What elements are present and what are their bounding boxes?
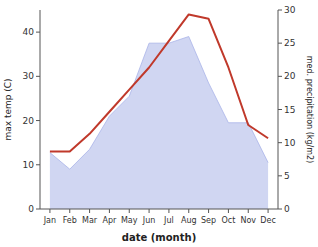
x-tick-label: May: [121, 216, 138, 225]
x-tick-label: Apr: [102, 216, 117, 225]
y2-tick: [278, 142, 282, 143]
x-tick-label: Mar: [82, 216, 98, 225]
y-tick-label: 40: [23, 27, 35, 37]
x-tick: [188, 209, 189, 213]
x-tick: [268, 209, 269, 213]
y2-tick-label: 20: [284, 71, 296, 81]
area-outline: [50, 37, 268, 170]
y2-tick-label: 30: [284, 5, 296, 15]
x-tick: [109, 209, 110, 213]
x-tick: [208, 209, 209, 213]
chart: 0 10 20 30 40 0 5 10 15 20 25 30 Jan Feb Mar Apr May Jun J…: [0, 0, 318, 247]
y-tick-label: 30: [23, 71, 35, 81]
y-tick-label: 10: [23, 160, 35, 170]
y-tick-label: 20: [23, 116, 35, 126]
x-tick: [69, 209, 70, 213]
y2-tick: [278, 10, 282, 11]
y-tick: [36, 76, 40, 77]
y2-tick: [278, 109, 282, 110]
x-tick: [228, 209, 229, 213]
temperature-line: [50, 14, 268, 151]
x-axis-line: [40, 209, 278, 210]
y-axis-title: max temp (C): [3, 78, 13, 140]
x-tick-label: Jan: [43, 216, 56, 225]
precipitation-area: [50, 37, 268, 209]
x-tick-label: Nov: [240, 216, 256, 225]
y2-tick-label: 15: [284, 105, 295, 115]
y2-tick-label: 25: [284, 38, 295, 48]
y2-tick-label: 10: [284, 138, 296, 148]
y-tick: [36, 209, 40, 210]
y2-tick: [278, 43, 282, 44]
marks: [50, 14, 268, 209]
x-tick-label: Feb: [63, 216, 77, 225]
y2-tick: [278, 175, 282, 176]
y-tick: [36, 164, 40, 165]
y2-tick: [278, 209, 282, 210]
x-axis-title: date (month): [122, 232, 196, 243]
x-tick: [129, 209, 130, 213]
y2-tick-label: 0: [284, 204, 290, 214]
y-axis-line: [40, 10, 41, 209]
y-tick: [36, 32, 40, 33]
y-tick: [36, 120, 40, 121]
x-tick-label: Jun: [142, 216, 156, 225]
y2-tick-label: 5: [284, 171, 290, 181]
x-tick: [168, 209, 169, 213]
chart-container: 0 10 20 30 40 0 5 10 15 20 25 30 Jan Feb Mar Apr May Jun J…: [0, 0, 318, 247]
y-tick-label: 0: [28, 204, 34, 214]
x-tick: [149, 209, 150, 213]
x-tick-label: Jul: [163, 216, 174, 225]
x-tick: [89, 209, 90, 213]
x-tick: [49, 209, 50, 213]
x-tick-label: Oct: [221, 216, 235, 225]
y2-axis-title: med. precipitation (kg/m2): [305, 56, 314, 163]
x-tick-label: Aug: [181, 216, 197, 225]
x-tick-label: Dec: [260, 216, 275, 225]
x-tick-label: Sep: [201, 216, 216, 225]
y2-tick: [278, 76, 282, 77]
x-tick: [248, 209, 249, 213]
